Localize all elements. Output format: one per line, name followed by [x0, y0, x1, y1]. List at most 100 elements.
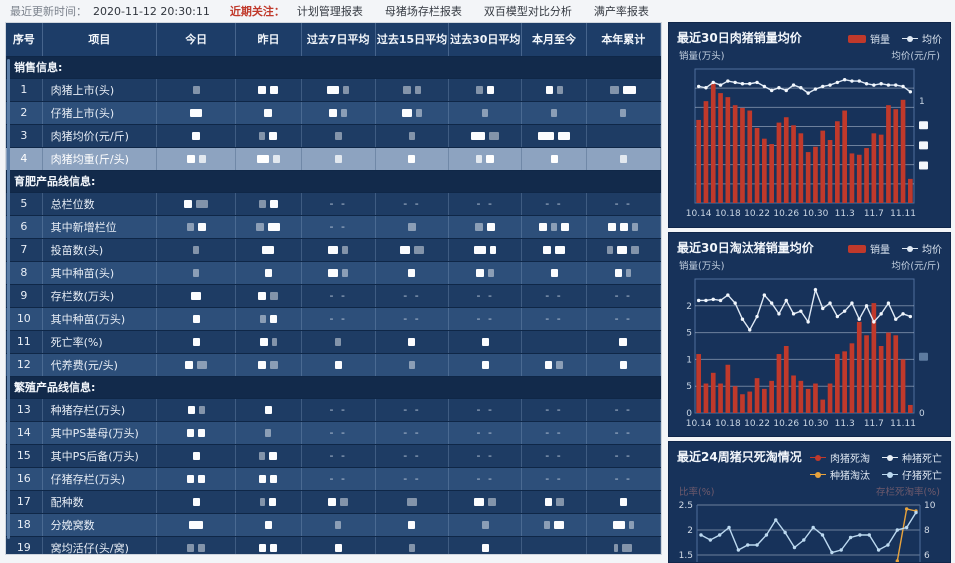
redacted-value-block — [555, 246, 565, 254]
link-plan-report[interactable]: 计划管理报表 — [296, 5, 363, 18]
row-number: 9 — [6, 284, 43, 308]
redacted-value-block — [269, 200, 278, 208]
legend-item-仔猪死亡[interactable]: 仔猪死亡 — [882, 467, 942, 482]
table-cell: - - — [521, 307, 587, 331]
table-row[interactable]: 8 其中种苗(头) — [6, 261, 661, 285]
top-bar: 最近更新时间： 2020-11-12 20:30:11 近期关注： 计划管理报表… — [0, 0, 955, 22]
table-cell: - - — [301, 192, 376, 216]
redacted-dash: - - — [614, 197, 633, 210]
table-row[interactable]: 19 窝均活仔(头/窝) — [6, 536, 661, 554]
redacted-value-block — [196, 200, 209, 208]
row-number: 7 — [6, 238, 43, 262]
col-30day-avg: 过去30日平均 — [448, 23, 523, 57]
table-row[interactable]: 17 配种数 — [6, 490, 661, 514]
legend-item-销量[interactable]: 销量 — [848, 241, 890, 256]
row-number: 2 — [6, 101, 43, 125]
redacted-dash: - - — [329, 220, 347, 233]
table-row[interactable]: 13 种猪存栏(万头) - - - - - - - - - - — [6, 398, 661, 422]
table-cell — [521, 147, 587, 171]
row-item-name: 其中种苗(头) — [42, 261, 158, 285]
table-row[interactable]: 4 肉猪均重(斤/头) — [6, 147, 661, 171]
table-row[interactable]: 9 存栏数(万头) - - - - - - - - - - — [6, 284, 661, 308]
redacted-value-block — [271, 338, 277, 346]
table-cell — [375, 261, 450, 285]
redacted-value-block — [408, 155, 416, 163]
redacted-dash: - - — [476, 312, 494, 325]
svg-text:10.22: 10.22 — [744, 209, 770, 219]
redacted-value-block — [259, 452, 266, 460]
table-row[interactable]: 7 投苗数(头) — [6, 238, 661, 262]
table-cell — [301, 261, 376, 285]
table-row[interactable]: 1 肉猪上市(头) — [6, 78, 661, 102]
redacted-dash: - - — [329, 472, 347, 485]
chart1-legend: 销量 均价 — [848, 31, 942, 46]
table-row[interactable]: 5 总栏位数 - - - - - - - - - - — [6, 192, 661, 216]
redacted-dash: - - — [476, 289, 494, 302]
table-row[interactable]: 2 仔猪上市(头) — [6, 101, 661, 125]
col-year-to-date: 本年累计 — [586, 23, 661, 57]
redacted-value-block — [264, 406, 272, 414]
legend-item-均价[interactable]: 均价 — [902, 31, 942, 46]
redacted-value-block — [198, 406, 205, 414]
table-row[interactable]: 12 代养费(元/头) — [6, 353, 661, 377]
svg-text:0: 0 — [919, 409, 925, 419]
redacted-value-block — [608, 223, 617, 231]
redacted-value-block — [474, 498, 485, 506]
table-cell — [235, 398, 302, 422]
table-row[interactable]: 14 其中PS基母(万头) - - - - - - - - - - — [6, 421, 661, 445]
legend-label: 肉猪死淘 — [830, 454, 870, 465]
redacted-value-block — [408, 132, 415, 140]
table-row[interactable]: 18 分娩窝数 — [6, 513, 661, 537]
legend-item-种猪淘汰[interactable]: 种猪淘汰 — [810, 467, 870, 482]
svg-text:0: 0 — [686, 409, 692, 419]
link-model-compare[interactable]: 双百模型对比分析 — [483, 5, 572, 18]
redacted-value-block — [334, 361, 342, 369]
table-cell — [156, 261, 237, 285]
redacted-value-block — [543, 246, 551, 254]
redacted-value-block — [619, 338, 628, 346]
legend-label: 均价 — [922, 35, 942, 46]
table-row[interactable]: 10 其中种苗(万头) - - - - - - - - - - — [6, 307, 661, 331]
redacted-axis-tick — [919, 121, 928, 130]
table-cell — [586, 536, 661, 554]
redacted-dash: - - — [476, 472, 494, 485]
table-row[interactable]: 15 其中PS后备(万头) - - - - - - - - - - — [6, 444, 661, 468]
redacted-dash: - - — [403, 312, 421, 325]
chart2-legend: 销量 均价 — [848, 241, 942, 256]
svg-text:1.5: 1.5 — [679, 551, 693, 561]
link-capacity-report[interactable]: 满产率报表 — [593, 5, 649, 18]
table-cell — [375, 238, 450, 262]
legend-item-种猪死亡[interactable]: 种猪死亡 — [882, 450, 942, 465]
row-item-name: 其中种苗(万头) — [42, 307, 158, 331]
row-number: 16 — [6, 467, 43, 491]
row-number: 4 — [6, 147, 43, 171]
redacted-dash: - - — [476, 197, 494, 210]
redacted-value-block — [551, 223, 557, 231]
redacted-dash: - - — [403, 472, 421, 485]
redacted-value-block — [632, 223, 639, 231]
table-row[interactable]: 6 其中新增栏位 - - — [6, 215, 661, 239]
redacted-value-block — [551, 109, 557, 117]
redacted-value-block — [481, 361, 489, 369]
redacted-value-block — [631, 246, 640, 254]
table-scrollbar[interactable] — [7, 59, 10, 539]
redacted-value-block — [262, 246, 275, 254]
redacted-value-block — [614, 544, 619, 552]
redacted-value-block — [198, 475, 206, 483]
table-cell: - - — [448, 444, 523, 468]
col-month-to-date: 本月至今 — [521, 23, 587, 57]
redacted-value-block — [258, 200, 266, 208]
table-row[interactable]: 16 仔猪存栏(万头) - - - - - - - - - - — [6, 467, 661, 491]
legend-item-肉猪死淘[interactable]: 肉猪死淘 — [810, 450, 870, 465]
table-row[interactable]: 3 肉猪均价(元/斤) — [6, 124, 661, 148]
table-cell — [375, 215, 450, 239]
table-cell: - - — [375, 307, 450, 331]
table-cell — [156, 124, 237, 148]
redacted-value-block — [476, 269, 485, 277]
legend-item-均价[interactable]: 均价 — [902, 241, 942, 256]
legend-item-销量[interactable]: 销量 — [848, 31, 890, 46]
redacted-value-block — [264, 521, 272, 529]
link-sow-farm-report[interactable]: 母猪场存栏报表 — [384, 5, 462, 18]
table-cell: - - — [301, 215, 376, 239]
table-row[interactable]: 11 死亡率(%) — [6, 330, 661, 354]
